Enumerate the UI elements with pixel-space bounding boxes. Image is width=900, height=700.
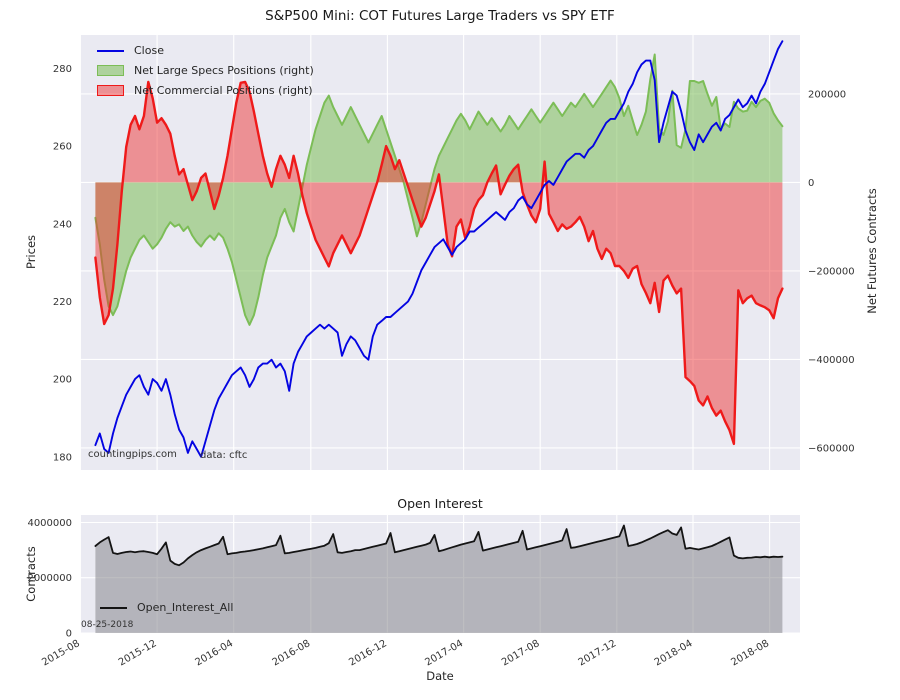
left-axis-tick-label: 0 (66, 629, 72, 640)
legend-item-open-interest: Open_Interest_All (100, 601, 233, 614)
specs-line (94, 53, 784, 326)
cot-vs-spy-plot: 180 200 220 240 260 280 200000 0 −200000 −400000 −… (53, 35, 855, 470)
x-axis-tick-label: 2016-08 (271, 638, 313, 668)
right-axis-tick-label: −400000 (808, 355, 855, 366)
left-axis-tick-label: 180 (53, 452, 72, 463)
legend-label: Net Large Specs Positions (right) (134, 64, 314, 77)
left-axis-tick-label: 280 (53, 64, 72, 75)
left-axis-tick-label: 240 (53, 219, 72, 230)
top-right-axis-label: Net Futures Contracts (865, 188, 879, 314)
right-axis-tick-label: −600000 (808, 443, 855, 454)
report-date: 08-25-2018 (81, 620, 134, 630)
page-title: S&P500 Mini: COT Futures Large Traders v… (265, 8, 615, 24)
x-axis-tick-label: 2017-04 (423, 638, 465, 668)
open-interest-plot: 0 2000000 4000000 2015-08 2015-12 2016-04 2016… (27, 515, 800, 668)
x-axis-tick-label: 2015-12 (117, 638, 159, 668)
legend-label: Net Commercial Positions (right) (134, 84, 313, 97)
close-line (94, 40, 784, 458)
open-interest-line-swatch-icon (100, 606, 127, 609)
left-axis-tick-label: 4000000 (27, 518, 72, 529)
x-axis-tick-label: 2017-08 (500, 638, 542, 668)
close-line-swatch-icon (97, 49, 124, 52)
commercials-area (95, 81, 783, 444)
open-interest-all-line (94, 524, 784, 567)
x-axis-tick-label: 2016-12 (347, 638, 389, 668)
x-axis-tick-label: 2015-08 (40, 638, 82, 668)
legend-item-commercials: Net Commercial Positions (right) (97, 84, 314, 97)
left-axis-tick-label: 2000000 (27, 573, 72, 584)
left-axis-tick-label: 220 (53, 297, 72, 308)
x-axis-tick-label: 2016-04 (194, 638, 236, 668)
subplot-title: Open Interest (397, 496, 483, 511)
x-axis-label: Date (426, 669, 454, 683)
legend-label: Open_Interest_All (137, 601, 234, 614)
bottom-legend: Open_Interest_All (100, 601, 233, 614)
watermark: countingpips.com (88, 449, 177, 460)
source-note: data: cftc (200, 450, 248, 461)
legend-label: Close (134, 44, 164, 57)
commercials-patch-swatch-icon (97, 85, 124, 96)
top-left-axis-label: Prices (24, 234, 38, 270)
specs-patch-swatch-icon (97, 65, 124, 76)
bottom-left-axis-label: Contracts (24, 546, 38, 602)
right-axis-tick-label: 200000 (808, 89, 846, 100)
left-axis-tick-label: 200 (53, 375, 72, 386)
x-axis-tick-label: 2018-04 (653, 638, 695, 668)
x-axis-tick-label: 2017-12 (577, 638, 619, 668)
right-axis-tick-label: −200000 (808, 266, 855, 277)
top-legend: Close Net Large Specs Positions (right) … (97, 44, 314, 97)
legend-item-specs: Net Large Specs Positions (right) (97, 64, 314, 77)
legend-item-close: Close (97, 44, 314, 57)
commercials-line (94, 80, 784, 446)
left-axis-tick-label: 260 (53, 142, 72, 153)
right-axis-tick-label: 0 (808, 178, 814, 189)
x-axis-tick-label: 2018-08 (729, 638, 771, 668)
open-interest-all-area (95, 525, 783, 633)
